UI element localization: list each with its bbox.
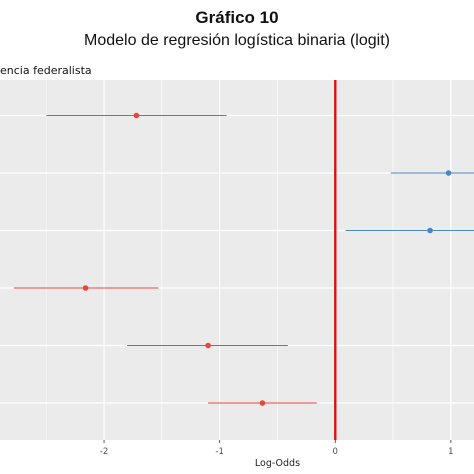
point-estimate [427, 227, 433, 234]
chart-title: Gráfico 10 [195, 8, 279, 27]
point-estimate [205, 342, 211, 349]
y-axis-title: encia federalista [0, 64, 92, 77]
point-estimate [82, 285, 89, 291]
point-estimate [133, 112, 140, 119]
x-tick-label: 0 [333, 447, 338, 457]
plot-panel [0, 80, 474, 440]
point-estimate [445, 170, 452, 176]
x-tick-label: -2 [100, 447, 108, 457]
chart-subtitle: Modelo de regresión logística binaria (l… [84, 32, 390, 49]
point-estimate [259, 400, 266, 406]
x-tick-label: 1 [448, 447, 453, 457]
x-tick-label: -1 [215, 447, 223, 457]
x-axis-title: Log-Odds [255, 458, 300, 469]
